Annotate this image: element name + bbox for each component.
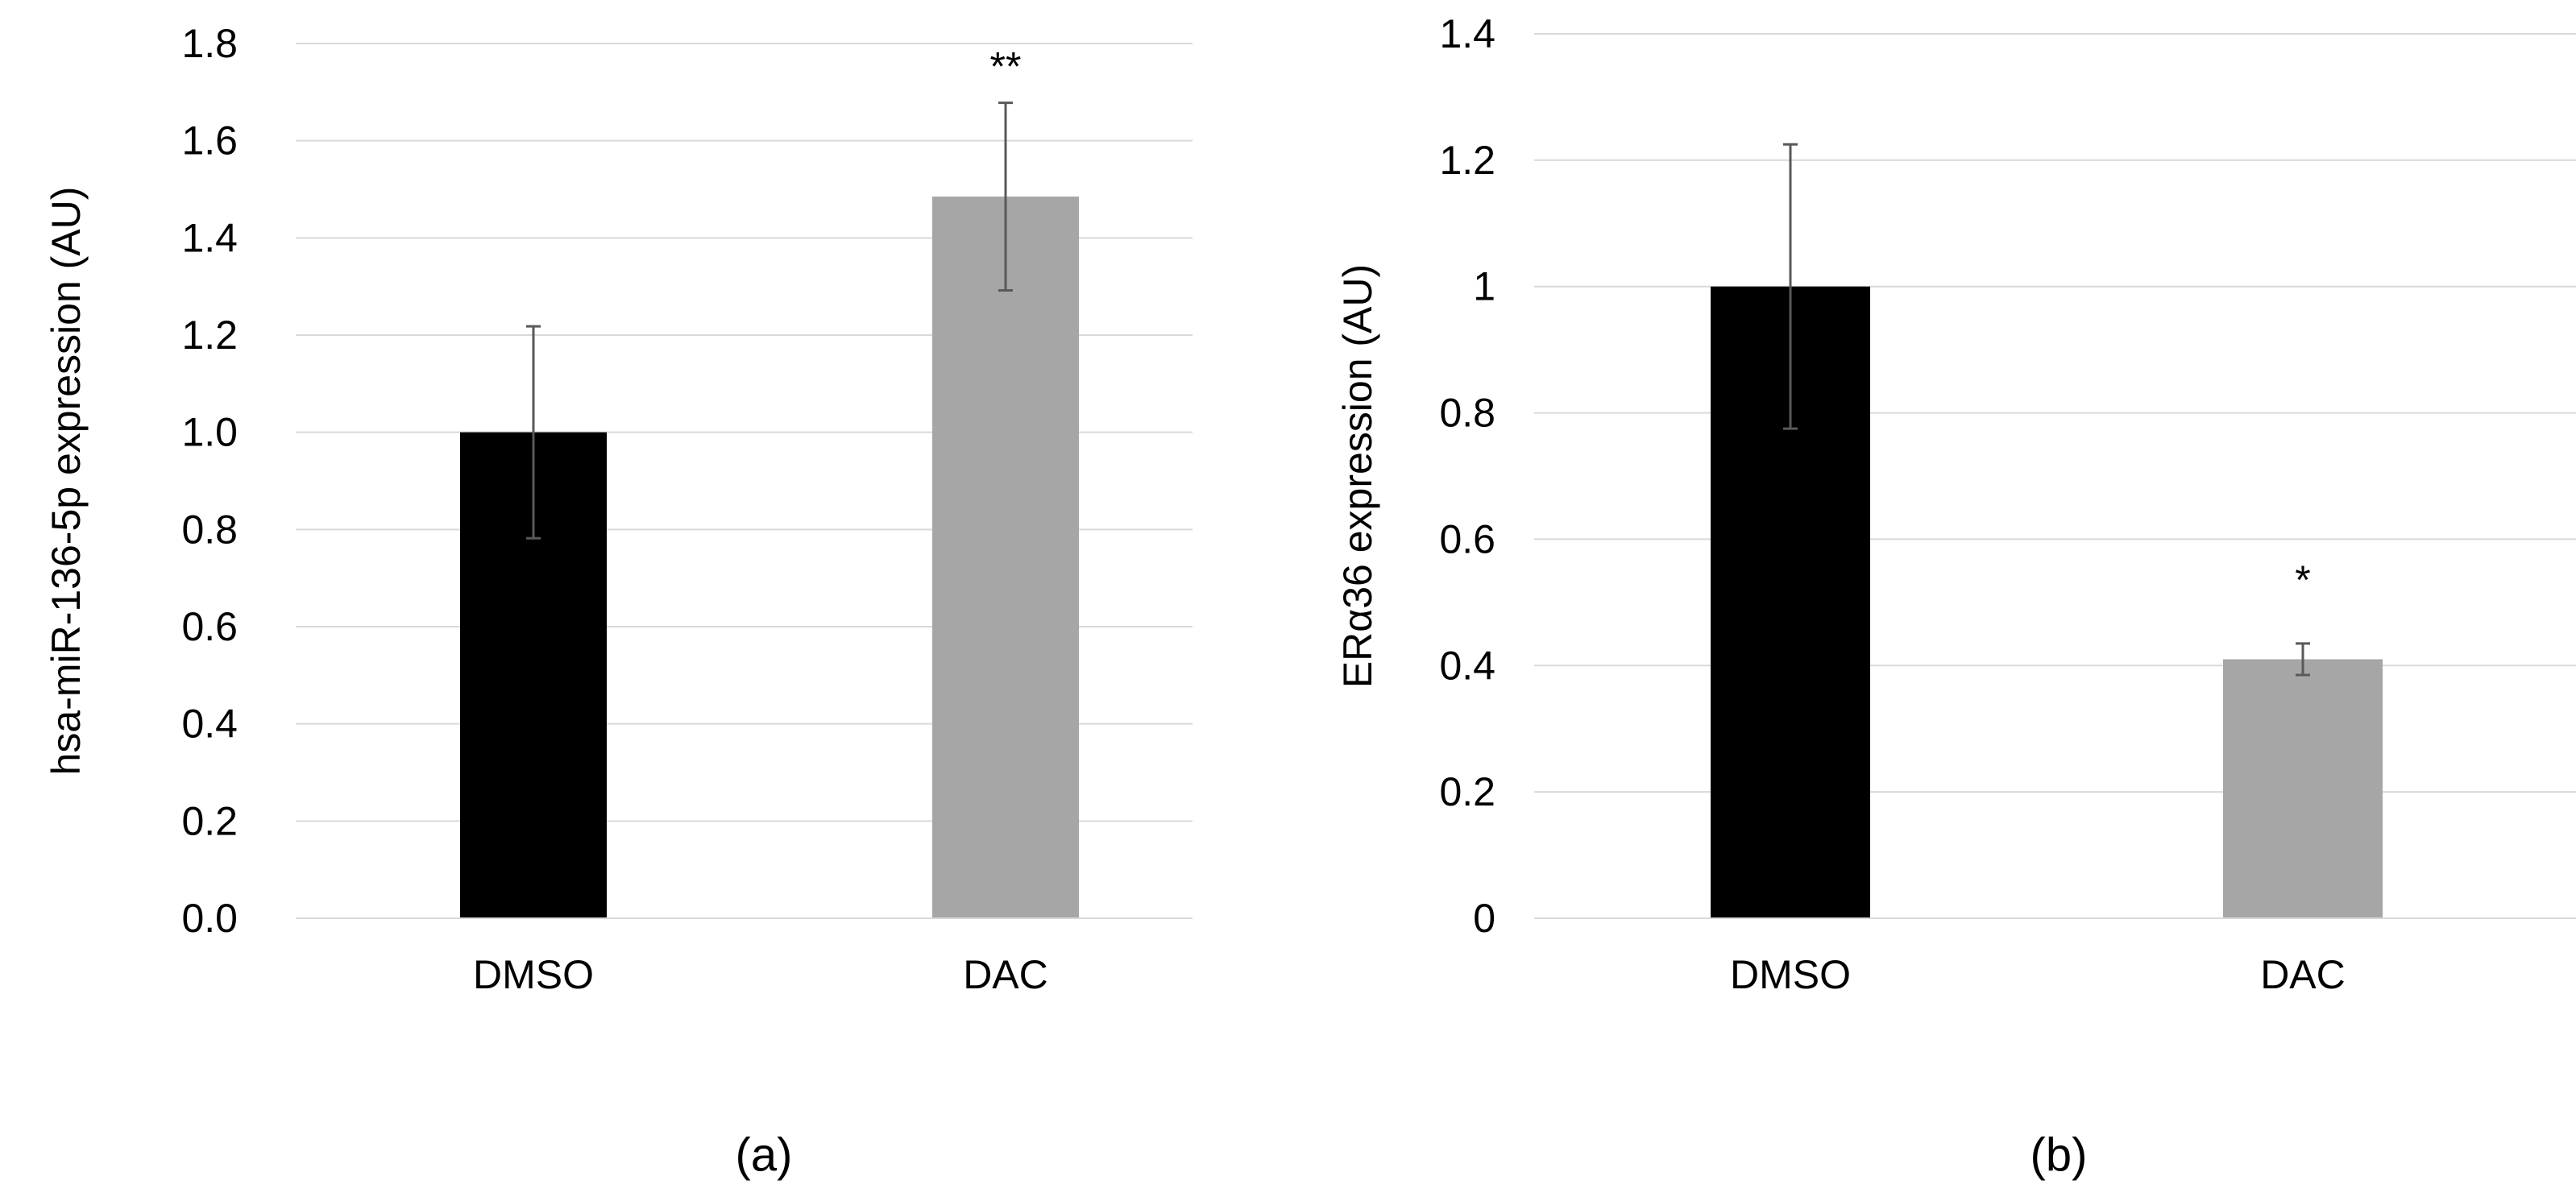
y-tick-label: 1.8 xyxy=(181,21,238,66)
significance-label: ** xyxy=(990,44,1022,89)
chart-panel-b: 0 0.2 0.4 0.6 0.8 1 1.2 1.4 DMSO * DAC ERα36 expres… xyxy=(1335,11,2576,1182)
x-category-label: DMSO xyxy=(1730,952,1851,997)
panel-label: (a) xyxy=(736,1129,793,1182)
x-category-label: DAC xyxy=(963,952,1048,997)
y-tick-label: 1.0 xyxy=(181,410,238,455)
panel-label: (b) xyxy=(2031,1129,2088,1182)
chart-panel-a: 0.0 0.2 0.4 0.6 0.8 1.0 1.2 1.4 1.6 1.8 DMSO ** DAC h… xyxy=(44,21,1193,1182)
y-tick-label: 0.2 xyxy=(181,798,238,843)
y-axis-title: hsa-miR-136-5p expression (AU) xyxy=(44,187,89,776)
y-tick-label: 0.8 xyxy=(181,507,238,552)
y-tick-label: 1 xyxy=(1473,264,1495,309)
y-tick-label: 1.4 xyxy=(1439,11,1495,56)
y-tick-label: 1.4 xyxy=(181,215,238,260)
y-tick-label: 0.0 xyxy=(181,896,238,941)
y-tick-label: 0.6 xyxy=(181,604,238,649)
bar-dac xyxy=(932,197,1079,919)
bar-dac xyxy=(2223,659,2383,918)
y-tick-label: 1.6 xyxy=(181,118,238,164)
y-tick-label: 1.2 xyxy=(181,313,238,358)
y-tick-label: 0.8 xyxy=(1439,391,1495,436)
y-tick-label: 0.6 xyxy=(1439,516,1495,561)
y-axis-title: ERα36 expression (AU) xyxy=(1335,264,1380,688)
x-category-label: DAC xyxy=(2260,952,2346,997)
significance-label: * xyxy=(2295,557,2310,603)
y-tick-label: 0.2 xyxy=(1439,769,1495,814)
y-tick-label: 1.2 xyxy=(1439,138,1495,183)
y-tick-label: 0 xyxy=(1473,896,1495,941)
y-tick-label: 0.4 xyxy=(1439,643,1495,688)
y-tick-label: 0.4 xyxy=(181,702,238,747)
x-category-label: DMSO xyxy=(473,952,594,997)
